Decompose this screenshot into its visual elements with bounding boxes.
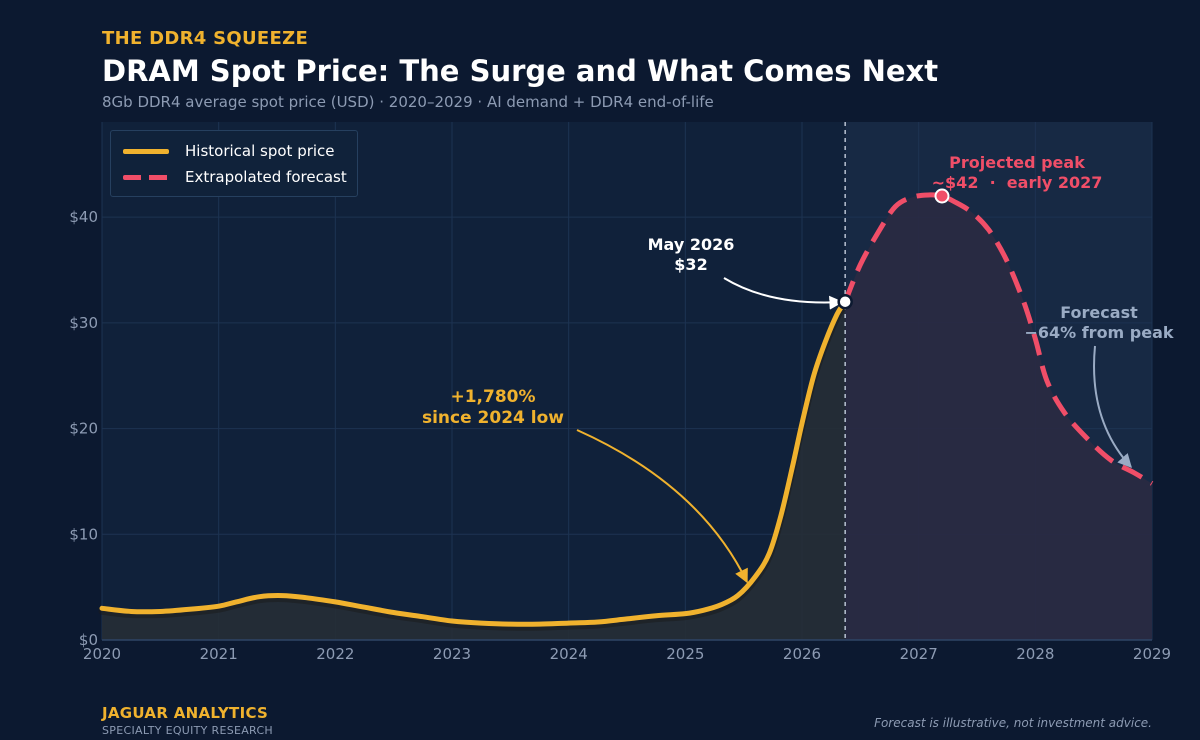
current-arrow [723,277,844,310]
y-tick-label: $10 [69,525,98,543]
y-tick-label: $0 [79,631,98,649]
legend-label-historical: Historical spot price [185,142,335,160]
surge-annotation-line2: since 2024 low [422,408,564,428]
area-fills [102,194,1152,640]
peak-marker [934,188,950,204]
decline-annotation-line2: −64% from peak [1024,323,1173,342]
series-line-forecast [842,192,1154,486]
peak-annotation-line2: ~$42 · early 2027 [932,173,1103,192]
decline-arrow [1093,345,1132,469]
x-tick-label: 2029 [1133,645,1171,663]
kicker: THE DDR4 SQUEEZE [102,28,309,49]
x-tick-label: 2024 [550,645,588,663]
x-tick-label: 2022 [316,645,354,663]
y-tick-label: $40 [69,208,98,226]
surge-annotation-line1: +1,780% [450,387,535,407]
chart-title: DRAM Spot Price: The Surge and What Come… [102,54,939,88]
x-tick-label: 2023 [433,645,471,663]
series-line-historical [99,299,848,627]
x-axis-ticks: 2020 2021 2022 2023 2024 2025 2026 2027 2028 2029 [83,645,1171,663]
chart-legend: Historical spot price Extrapolated forec… [110,130,358,197]
current-annotation-line2: $32 [674,255,707,274]
legend-item-forecast: Extrapolated forecast [123,167,347,187]
x-tick-label: 2028 [1016,645,1054,663]
y-tick-label: $20 [69,420,98,438]
disclaimer: Forecast is illustrative, not investment… [874,716,1152,730]
legend-label-forecast: Extrapolated forecast [185,168,347,186]
series-area-0 [102,301,846,640]
y-tick-label: $30 [69,314,98,332]
legend-swatch-historical [123,148,169,154]
chart-subtitle: 8Gb DDR4 average spot price (USD) · 2020… [102,93,714,111]
legend-swatch-forecast [123,174,169,180]
peak-annotation-line1: Projected peak [949,153,1085,172]
x-tick-label: 2026 [783,645,821,663]
x-tick-label: 2020 [83,645,121,663]
series-area-1 [845,194,1152,640]
brand-tagline: SPECIALTY EQUITY RESEARCH [102,724,274,737]
brand-name: JAGUAR ANALYTICS [102,704,269,722]
x-tick-label: 2025 [666,645,704,663]
current-annotation-line1: May 2026 [648,235,735,254]
legend-item-historical: Historical spot price [123,141,335,161]
series-lines [98,192,1154,631]
decline-annotation-line1: Forecast [1060,303,1138,322]
point-markers [837,188,950,310]
y-axis-ticks: $0 $10 $20 $30 $40 [69,208,98,649]
x-tick-label: 2027 [900,645,938,663]
x-tick-label: 2021 [200,645,238,663]
current-price-marker [837,293,853,310]
surge-arrow [576,429,748,584]
